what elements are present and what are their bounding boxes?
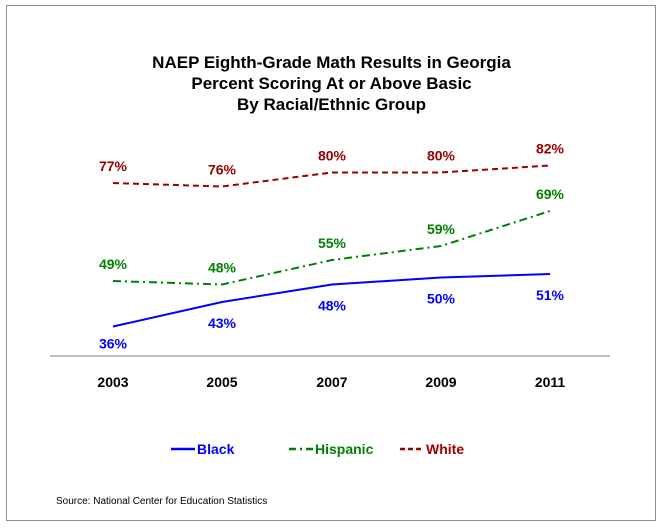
x-tick-label-2005: 2005 bbox=[206, 374, 237, 390]
x-tick-label-2011: 2011 bbox=[535, 374, 566, 390]
x-tick-label-2009: 2009 bbox=[425, 374, 456, 390]
chart-frame bbox=[6, 5, 656, 521]
x-tick-label-2007: 2007 bbox=[316, 374, 347, 390]
data-label-white-2009: 80% bbox=[427, 148, 456, 164]
data-label-hispanic-2005: 48% bbox=[208, 260, 237, 276]
x-tick-label-2003: 2003 bbox=[97, 374, 128, 390]
data-label-white-2011: 82% bbox=[536, 141, 565, 157]
series-line-black bbox=[112, 273, 551, 328]
title-line-3: By Racial/Ethnic Group bbox=[237, 95, 426, 114]
legend-label-black: Black bbox=[197, 441, 235, 457]
data-label-hispanic-2003: 49% bbox=[99, 256, 128, 272]
series-layer bbox=[112, 164, 551, 328]
data-label-black-2005: 43% bbox=[208, 315, 237, 331]
data-label-black-2009: 50% bbox=[427, 291, 456, 307]
legend: Black Hispanic White bbox=[171, 441, 464, 457]
chart-title: NAEP Eighth-Grade Math Results in Georgi… bbox=[0, 52, 663, 115]
data-label-black-2011: 51% bbox=[536, 287, 565, 303]
source-note: Source: National Center for Education St… bbox=[56, 496, 268, 507]
data-label-white-2007: 80% bbox=[318, 148, 347, 164]
series-line-white bbox=[112, 164, 551, 188]
data-label-hispanic-2007: 55% bbox=[318, 235, 347, 251]
legend-label-white: White bbox=[426, 441, 464, 457]
data-label-white-2003: 77% bbox=[99, 158, 128, 174]
title-line-2: Percent Scoring At or Above Basic bbox=[191, 74, 472, 93]
data-label-hispanic-2009: 59% bbox=[427, 221, 456, 237]
series-line-hispanic bbox=[112, 210, 551, 286]
legend-label-hispanic: Hispanic bbox=[315, 441, 374, 457]
data-label-hispanic-2011: 69% bbox=[536, 186, 565, 202]
x-tick-labels: 2003 2005 2007 2009 2011 bbox=[97, 374, 565, 390]
title-line-1: NAEP Eighth-Grade Math Results in Georgi… bbox=[152, 53, 511, 72]
data-label-black-2007: 48% bbox=[318, 298, 347, 314]
data-label-black-2003: 36% bbox=[99, 336, 128, 352]
data-label-white-2005: 76% bbox=[208, 162, 237, 178]
data-label-layer: 36% 43% 48% 50% 51% 49% 48% 55% 59% 69% 77% 76% 80% 8… bbox=[99, 141, 565, 352]
